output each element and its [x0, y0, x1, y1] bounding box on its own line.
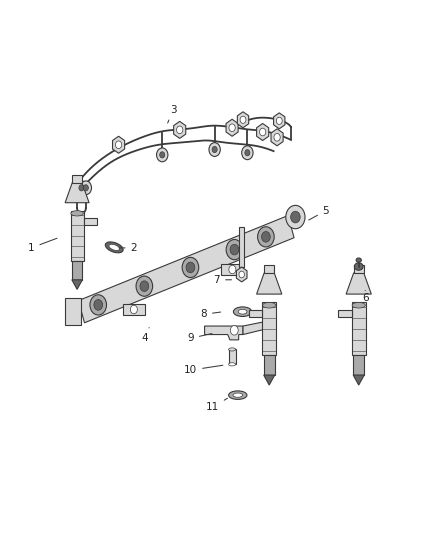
Circle shape	[83, 185, 88, 191]
Bar	[229, 350, 236, 365]
Polygon shape	[237, 267, 247, 282]
Ellipse shape	[233, 393, 243, 397]
Ellipse shape	[352, 302, 365, 308]
Circle shape	[116, 141, 122, 149]
Circle shape	[90, 295, 106, 315]
Polygon shape	[243, 321, 272, 335]
Polygon shape	[173, 122, 186, 139]
Ellipse shape	[105, 242, 123, 253]
Bar	[72, 174, 82, 182]
Bar	[65, 298, 81, 325]
Ellipse shape	[109, 244, 120, 251]
Ellipse shape	[356, 258, 361, 262]
Bar	[353, 356, 364, 375]
Ellipse shape	[229, 363, 236, 366]
Circle shape	[79, 185, 84, 191]
Circle shape	[177, 126, 183, 134]
Polygon shape	[84, 218, 97, 225]
Polygon shape	[353, 375, 364, 385]
Circle shape	[186, 262, 195, 273]
Circle shape	[156, 148, 168, 162]
Circle shape	[239, 271, 244, 278]
Circle shape	[80, 181, 92, 195]
Circle shape	[212, 147, 217, 152]
Text: 3: 3	[168, 104, 177, 123]
Text: 7: 7	[213, 275, 232, 285]
Polygon shape	[113, 136, 125, 154]
Polygon shape	[257, 124, 268, 141]
Circle shape	[240, 116, 246, 123]
Polygon shape	[274, 113, 285, 129]
Bar	[264, 264, 274, 273]
Circle shape	[230, 326, 238, 335]
Circle shape	[261, 231, 270, 242]
Ellipse shape	[354, 263, 363, 270]
Text: 2: 2	[119, 243, 137, 253]
Polygon shape	[264, 375, 275, 385]
Circle shape	[94, 300, 102, 310]
Ellipse shape	[71, 211, 83, 216]
Circle shape	[260, 128, 266, 136]
Bar	[352, 302, 366, 356]
Polygon shape	[257, 273, 282, 294]
Bar	[262, 302, 276, 356]
Circle shape	[160, 152, 165, 158]
Polygon shape	[346, 273, 371, 294]
Polygon shape	[65, 182, 89, 203]
Text: 6: 6	[362, 290, 369, 303]
Text: 10: 10	[184, 365, 223, 375]
Polygon shape	[205, 326, 243, 340]
Polygon shape	[222, 264, 243, 275]
Bar	[72, 261, 82, 280]
Polygon shape	[123, 304, 145, 315]
Circle shape	[242, 146, 253, 160]
Text: 8: 8	[201, 309, 221, 319]
Text: 1: 1	[28, 238, 57, 253]
Polygon shape	[72, 280, 82, 289]
Circle shape	[230, 244, 239, 255]
Circle shape	[76, 181, 87, 195]
Circle shape	[226, 239, 243, 260]
Circle shape	[286, 205, 305, 229]
Circle shape	[182, 257, 199, 278]
Circle shape	[245, 150, 250, 156]
Text: 5: 5	[309, 206, 329, 220]
Circle shape	[258, 227, 274, 247]
Polygon shape	[78, 215, 294, 323]
Text: 11: 11	[206, 398, 227, 413]
Ellipse shape	[229, 348, 236, 351]
Ellipse shape	[233, 307, 252, 317]
Polygon shape	[271, 129, 283, 146]
Circle shape	[136, 276, 152, 296]
Polygon shape	[338, 310, 352, 317]
Text: 9: 9	[187, 333, 212, 343]
Bar	[353, 264, 364, 273]
Text: 4: 4	[141, 328, 149, 343]
Polygon shape	[249, 310, 262, 317]
Bar	[264, 356, 275, 375]
Circle shape	[274, 133, 280, 141]
Circle shape	[131, 305, 138, 314]
Circle shape	[140, 281, 149, 292]
Polygon shape	[226, 119, 238, 136]
Bar	[71, 211, 84, 261]
Ellipse shape	[263, 302, 276, 308]
Circle shape	[290, 211, 300, 223]
Ellipse shape	[238, 309, 247, 314]
Bar	[239, 227, 244, 267]
Circle shape	[229, 124, 235, 132]
Circle shape	[229, 265, 236, 274]
Circle shape	[209, 143, 220, 157]
Ellipse shape	[229, 391, 247, 399]
Polygon shape	[237, 112, 249, 128]
Circle shape	[276, 117, 282, 124]
